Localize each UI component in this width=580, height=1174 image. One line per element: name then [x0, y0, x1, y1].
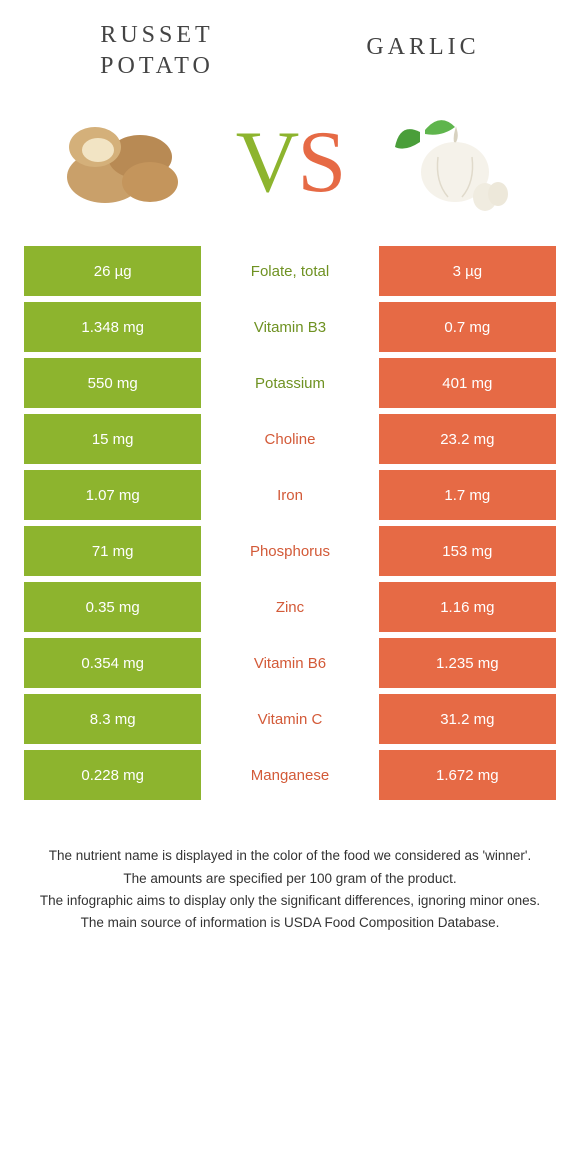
vs-label: VS: [236, 112, 345, 213]
table-row: 1.348 mgVitamin B30.7 mg: [24, 302, 556, 358]
left-title-line2: potato: [24, 51, 290, 82]
nutrient-label: Iron: [201, 470, 378, 520]
garlic-icon: [380, 102, 530, 222]
vs-v: V: [236, 112, 298, 213]
nutrient-label: Manganese: [201, 750, 378, 800]
footer-notes: The nutrient name is displayed in the co…: [24, 846, 556, 933]
comparison-table: 26 µgFolate, total3 µg1.348 mgVitamin B3…: [24, 246, 556, 806]
nutrient-label: Folate, total: [201, 246, 378, 296]
vs-s: S: [297, 112, 344, 213]
right-value: 1.16 mg: [379, 582, 556, 632]
right-title: Garlic: [290, 32, 556, 63]
left-value: 1.348 mg: [24, 302, 201, 352]
left-value: 15 mg: [24, 414, 201, 464]
right-value: 3 µg: [379, 246, 556, 296]
table-row: 15 mgCholine23.2 mg: [24, 414, 556, 470]
table-row: 1.07 mgIron1.7 mg: [24, 470, 556, 526]
nutrient-label: Vitamin B6: [201, 638, 378, 688]
right-title-block: Garlic: [290, 20, 556, 63]
potato-icon: [50, 102, 200, 222]
nutrient-label: Vitamin C: [201, 694, 378, 744]
table-row: 71 mgPhosphorus153 mg: [24, 526, 556, 582]
nutrient-label: Zinc: [201, 582, 378, 632]
left-title-line1: Russet: [24, 20, 290, 51]
garlic-illustration: [354, 102, 556, 222]
right-value: 31.2 mg: [379, 694, 556, 744]
right-value: 23.2 mg: [379, 414, 556, 464]
right-value: 1.235 mg: [379, 638, 556, 688]
footer-line2: The amounts are specified per 100 gram o…: [34, 869, 546, 889]
right-value: 1.672 mg: [379, 750, 556, 800]
table-row: 0.354 mgVitamin B61.235 mg: [24, 638, 556, 694]
right-value: 1.7 mg: [379, 470, 556, 520]
nutrient-label: Vitamin B3: [201, 302, 378, 352]
table-row: 0.228 mgManganese1.672 mg: [24, 750, 556, 806]
nutrient-label: Choline: [201, 414, 378, 464]
potato-illustration: [24, 102, 226, 222]
left-value: 26 µg: [24, 246, 201, 296]
right-value: 0.7 mg: [379, 302, 556, 352]
table-row: 0.35 mgZinc1.16 mg: [24, 582, 556, 638]
nutrient-label: Potassium: [201, 358, 378, 408]
table-row: 550 mgPotassium401 mg: [24, 358, 556, 414]
table-row: 8.3 mgVitamin C31.2 mg: [24, 694, 556, 750]
left-value: 8.3 mg: [24, 694, 201, 744]
left-value: 0.35 mg: [24, 582, 201, 632]
left-value: 0.354 mg: [24, 638, 201, 688]
right-value: 153 mg: [379, 526, 556, 576]
left-value: 550 mg: [24, 358, 201, 408]
footer-line4: The main source of information is USDA F…: [34, 913, 546, 933]
left-title-block: Russet potato: [24, 20, 290, 82]
table-row: 26 µgFolate, total3 µg: [24, 246, 556, 302]
left-value: 71 mg: [24, 526, 201, 576]
footer-line3: The infographic aims to display only the…: [34, 891, 546, 911]
illustration-row: VS: [24, 102, 556, 222]
left-value: 1.07 mg: [24, 470, 201, 520]
left-value: 0.228 mg: [24, 750, 201, 800]
right-value: 401 mg: [379, 358, 556, 408]
footer-line1: The nutrient name is displayed in the co…: [34, 846, 546, 866]
header: Russet potato Garlic: [24, 20, 556, 82]
nutrient-label: Phosphorus: [201, 526, 378, 576]
